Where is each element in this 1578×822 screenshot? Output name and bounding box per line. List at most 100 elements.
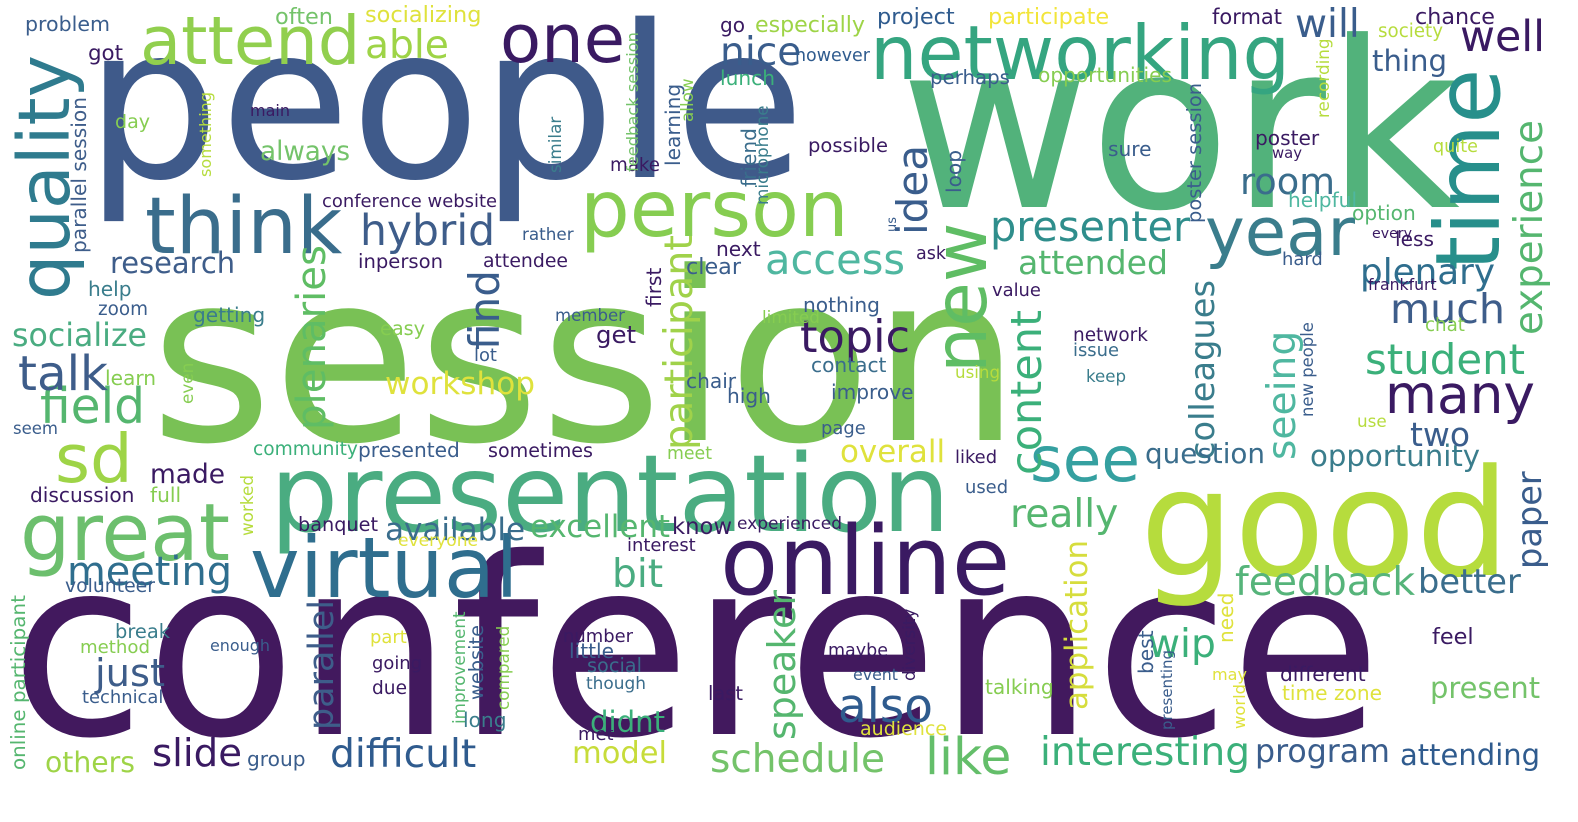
word-website: website [465,625,489,700]
word-research: research [110,245,236,280]
word-bit: bit [612,551,664,597]
word-problem: problem [25,11,111,36]
word-way: way [1272,144,1302,162]
word-world: world [1230,683,1250,729]
word-easy: easy [380,317,425,341]
word-conference-website: conference website [322,191,498,212]
word-presentation: presentation [270,432,951,558]
word-perhaps: perhaps [930,66,1010,90]
word-page: page [821,418,866,439]
word-program: program [1255,733,1390,770]
word-maybe: maybe [828,641,889,662]
word-person: person [580,163,849,255]
word-lot: lot [474,345,497,366]
word-interesting: interesting [1040,730,1251,775]
word-find: find [459,270,509,350]
word-chair: chair [686,368,737,393]
word-nice: nice [720,29,802,75]
word-better: better [1418,562,1521,602]
word-best: best [1133,630,1158,675]
word-feel: feel [1432,623,1474,650]
word-even: even [177,362,198,404]
word-speaker: speaker [759,590,804,740]
word-plenaries: plenaries [289,245,336,430]
word-helpful: helpful [1288,187,1358,212]
word-event: event [853,665,898,685]
word-long: long [463,707,507,732]
word-model: model [572,736,668,772]
word-nothing: nothing [803,292,880,317]
word-time: time [1417,68,1522,272]
word-possible: possible [808,134,888,158]
word-discussion: discussion [30,482,135,507]
word-student: student [1365,334,1526,384]
word-attended: attended [1018,242,1169,282]
word-interest: interest [627,535,696,556]
word-presenter: presenter [990,202,1191,251]
word-member: member [555,305,625,325]
word-paper: paper [1510,471,1550,569]
word-talk: talk [18,346,109,403]
word-will: will [1295,1,1360,47]
word-great: great [20,485,230,579]
word-liked: liked [955,447,998,468]
word-poster: poster [1255,125,1320,150]
word-available: available [385,511,526,548]
word-like: like [925,727,1012,787]
word-know: know [672,513,733,540]
word-format: format [1212,4,1283,29]
word-volunteer: volunteer [65,575,155,597]
word-others: others [45,745,136,779]
word-plenary: plenary [1360,251,1496,293]
word-access: access [765,234,905,284]
word-go: go [720,13,745,37]
word-hybrid: hybrid [360,207,496,257]
word-used: used [965,477,1009,498]
word-opportunity: opportunity [1310,439,1481,474]
word-project: project [877,3,955,30]
word-think: think [145,180,343,272]
word-chance: chance [1415,3,1495,30]
word-workshop: workshop [385,365,535,402]
word-online: online [720,506,1011,617]
word-zoom: zoom [98,298,148,320]
word-always: always [260,136,351,167]
word-meet: meet [667,444,712,465]
word-lunch: lunch [720,65,776,90]
word-option: option [1352,200,1416,225]
word-network: network [1073,324,1148,346]
word-schedule: schedule [710,737,885,782]
word-good: good [1140,437,1511,611]
word-see: see [1030,422,1141,496]
word-sometimes: sometimes [488,438,593,462]
word-ask: ask [916,244,947,265]
word-sd: sd [55,420,133,499]
word-audience: audience [860,718,948,740]
word-inperson: inperson [358,250,444,274]
word-may: may [1212,665,1247,684]
word-wip: wip [1148,621,1216,667]
word-presenting: presenting [1158,649,1176,730]
word-day: day [115,110,151,133]
word-talking: talking [985,674,1054,699]
word-work: work [900,0,1460,262]
word-often: often [275,3,333,30]
word-get: get [596,319,637,349]
word-experience: experience [1506,120,1552,335]
word-every: every [1372,226,1412,243]
word-group: group [247,746,306,771]
word-everyone: everyone [398,530,479,551]
word-excellent: excellent [530,508,671,545]
word-many: many [1385,363,1535,427]
word-experienced: experienced [737,514,843,534]
word-make: make [610,154,660,176]
word-chat: chat [1425,314,1465,336]
word-attending: attending [1400,737,1541,772]
word-banquet: banquet [298,513,379,537]
word-poster-session: poster session [1183,82,1207,223]
word-need: need [1213,592,1238,643]
word-part: part [370,627,407,648]
word-content: content [1001,310,1052,475]
word-conference: conference [10,505,1382,793]
word-networking: networking [870,8,1291,97]
